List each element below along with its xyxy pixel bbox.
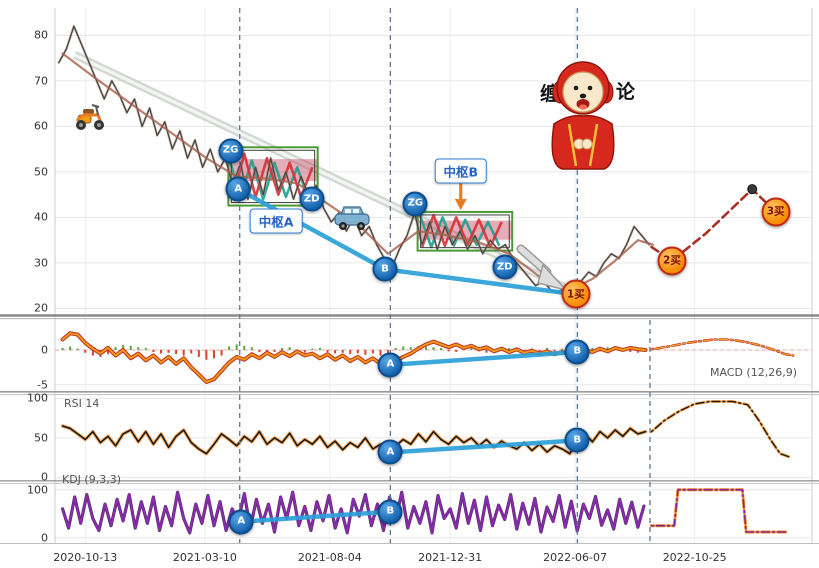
macd-histogram-bar (243, 345, 246, 350)
macd-histogram-bar (402, 346, 405, 350)
car-icon (334, 206, 370, 230)
macd-histogram-bar (288, 347, 291, 350)
macd-histogram-bar (546, 347, 549, 350)
macd-histogram-bar (636, 349, 639, 353)
macd-histogram-bar (114, 347, 117, 350)
macd-histogram-bar (182, 349, 185, 356)
macd-histogram-bar (508, 347, 511, 350)
kdj-projection-line (650, 489, 787, 533)
macd-histogram-bar (424, 346, 427, 350)
macd-histogram-bar (205, 349, 208, 360)
macd-histogram-bar (356, 349, 359, 354)
macd-histogram-bar (76, 348, 79, 350)
macd-projection-line (650, 338, 794, 357)
macd-histogram-bar (273, 349, 276, 353)
macd-histogram-bar (69, 346, 72, 350)
macd-histogram-bar (364, 349, 367, 355)
macd-histogram-bar (167, 349, 170, 353)
macd-histogram-bar (303, 349, 306, 353)
macd-histogram-bar (137, 347, 140, 350)
macd-histogram-bar (371, 349, 374, 354)
macd-histogram-bar (561, 348, 564, 350)
macd-histogram-bar (122, 345, 125, 350)
macd-histogram-bar (553, 349, 556, 353)
macd-histogram-bar (220, 349, 223, 356)
macd-histogram-bar (455, 349, 458, 353)
macd-histogram-bar (212, 349, 215, 359)
macd-histogram-bar (432, 347, 435, 350)
macd-histogram-bar (341, 349, 344, 353)
macd-projection-line (650, 338, 795, 357)
kdj-line (61, 491, 645, 534)
macd-histogram-bar (485, 349, 488, 353)
mascot-face (562, 71, 604, 113)
macd-histogram-bar (440, 347, 443, 350)
macd-histogram-bar (606, 347, 609, 350)
generated-chart-layer (0, 8, 819, 544)
macd-histogram-bar (447, 349, 450, 352)
macd-histogram-bar (258, 349, 261, 353)
macd-histogram-bar (61, 347, 64, 350)
gridlines (0, 8, 819, 544)
macd-histogram-bar (318, 347, 321, 350)
scooter-icon (75, 104, 104, 130)
mascot-text-right: 论 (616, 80, 636, 103)
price-projection-line (650, 187, 778, 262)
macd-histogram-bar (152, 349, 155, 353)
macd-histogram-bar (379, 349, 382, 356)
macd-histogram-bar (576, 347, 579, 350)
macd-histogram-bar (387, 349, 390, 355)
macd-histogram-bar (159, 349, 162, 354)
macd-histogram-bar (591, 347, 594, 350)
macd-histogram-bar (197, 349, 200, 357)
rsi-projection-line (650, 400, 791, 459)
macd-histogram-bar (409, 347, 412, 350)
macd-histogram-bar (250, 347, 253, 350)
rsi-line (61, 425, 647, 455)
kdj-projection-line (650, 488, 787, 534)
macd-histogram-bar (235, 344, 238, 350)
macd-histogram-bar (129, 345, 132, 350)
macd-histogram-bar (394, 347, 397, 350)
macd-histogram-bar (311, 348, 314, 350)
macd-histogram-bar (106, 349, 109, 355)
projection-peak-dot (747, 184, 758, 195)
mascot: 缠 论 (540, 61, 636, 170)
macd-histogram-bar (538, 349, 541, 352)
macd-histogram-bar (326, 349, 329, 353)
trend-channel (72, 51, 578, 297)
macd-histogram-bar (470, 347, 473, 350)
macd-histogram-bar (281, 347, 284, 350)
macd-histogram-bar (91, 349, 94, 356)
silver-arrow-icon (516, 244, 569, 292)
macd-histogram-bar (84, 349, 87, 353)
macd-histogram-bar (349, 349, 352, 355)
macd-histogram-bar (190, 349, 193, 354)
macd-histogram-bar (228, 346, 231, 350)
rsi-projection-line (650, 400, 790, 458)
macd-histogram-bar (334, 349, 337, 354)
macd-histogram-bar (144, 347, 147, 350)
macd-histogram-bar (629, 349, 632, 353)
macd-histogram-bar (175, 349, 178, 355)
